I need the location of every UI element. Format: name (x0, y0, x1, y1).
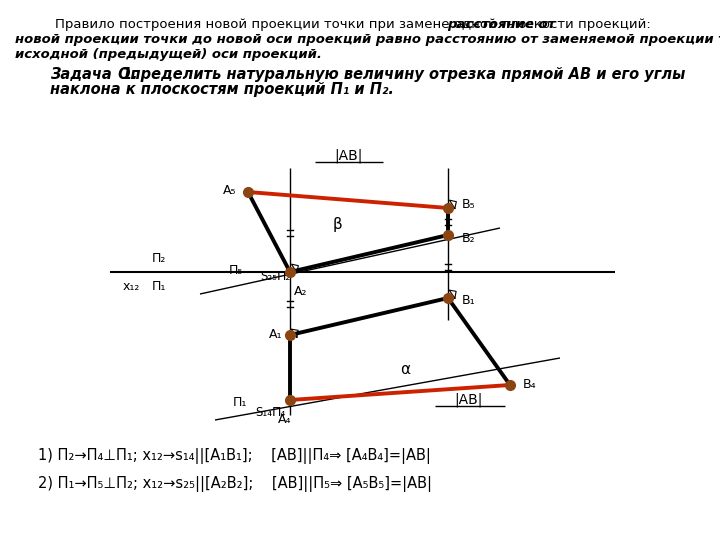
Text: П₅: П₅ (229, 264, 243, 276)
Text: B₁: B₁ (462, 294, 476, 307)
Text: β: β (333, 218, 343, 233)
Text: S₁₄: S₁₄ (255, 407, 272, 420)
Text: наклона к плоскостям проекций П₁ и П₂.: наклона к плоскостям проекций П₁ и П₂. (50, 82, 394, 97)
Text: П₂: П₂ (277, 271, 292, 284)
Text: |AB|: |AB| (454, 393, 482, 407)
Text: П₁: П₁ (152, 280, 166, 293)
Text: П₁: П₁ (233, 395, 247, 408)
Text: исходной (предыдущей) оси проекций.: исходной (предыдущей) оси проекций. (15, 48, 322, 61)
Text: A₂: A₂ (294, 285, 307, 298)
Text: B₄: B₄ (523, 379, 536, 392)
Text: α: α (400, 362, 410, 377)
Text: Задача  1.: Задача 1. (50, 67, 138, 82)
Text: П₄: П₄ (272, 407, 287, 420)
Text: x₁₂: x₁₂ (123, 280, 140, 293)
Text: новой проекции точки до новой оси проекций равно расстоянию от заменяемой проекц: новой проекции точки до новой оси проекц… (15, 33, 720, 46)
Text: B₂: B₂ (462, 232, 476, 245)
Text: |AB|: |AB| (334, 148, 362, 163)
Text: A₅: A₅ (222, 185, 236, 198)
Text: Правило построения новой проекции точки при замене одной плоскости проекций:: Правило построения новой проекции точки … (55, 18, 655, 31)
Text: 2) Π₁→Π₅⊥Π₂; x₁₂→s₂₅||[A₂B₂];    [AB]||Π₅⇒ [A₅B₅]=|AB|: 2) Π₁→Π₅⊥Π₂; x₁₂→s₂₅||[A₂B₂]; [AB]||Π₅⇒ … (38, 476, 432, 492)
Text: 1) Π₂→Π₄⊥Π₁; x₁₂→s₁₄||[A₁B₁];    [AB]||Π₄⇒ [A₄B₄]=|AB|: 1) Π₂→Π₄⊥Π₁; x₁₂→s₁₄||[A₁B₁]; [AB]||Π₄⇒ … (38, 448, 431, 464)
Text: S₂₅: S₂₅ (260, 271, 277, 284)
Text: B₅: B₅ (462, 199, 476, 212)
Text: A₁: A₁ (269, 328, 282, 341)
Text: расстояние от: расстояние от (447, 18, 555, 31)
Text: Определить натуральную величину отрезка прямой АВ и его углы: Определить натуральную величину отрезка … (113, 67, 685, 82)
Text: A₄: A₄ (278, 413, 292, 426)
Text: П₂: П₂ (152, 252, 166, 265)
